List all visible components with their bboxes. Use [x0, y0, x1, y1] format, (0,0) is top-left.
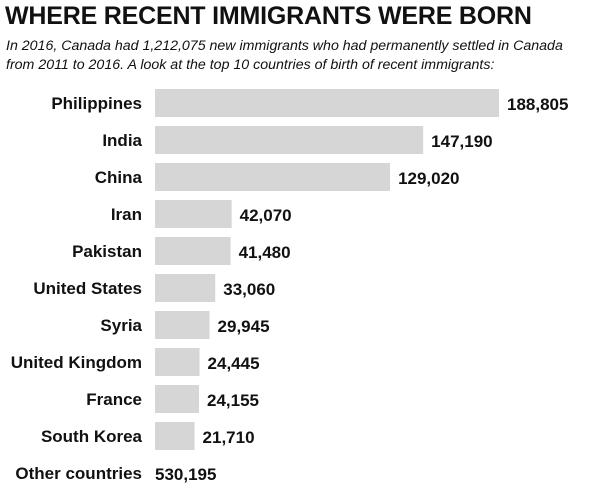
other-countries-value: 530,195 [155, 465, 216, 484]
category-label-philippines: Philippines [51, 94, 142, 113]
value-label-china: 129,020 [398, 169, 459, 188]
value-label-syria: 29,945 [218, 317, 270, 336]
category-label-china: China [95, 168, 143, 187]
other-countries-row: Other countries 530,195 [15, 464, 216, 484]
value-label-united-kingdom: 24,445 [208, 354, 260, 373]
category-label-syria: Syria [100, 316, 142, 335]
bar-iran [155, 200, 232, 228]
value-label-south-korea: 21,710 [203, 428, 255, 447]
value-label-france: 24,155 [207, 391, 259, 410]
value-label-united-states: 33,060 [223, 280, 275, 299]
bar-india [155, 126, 424, 154]
category-label-united-kingdom: United Kingdom [11, 353, 142, 372]
category-label-iran: Iran [111, 205, 142, 224]
category-label-india: India [102, 131, 142, 150]
bar-france [155, 385, 200, 413]
bar-united-states [155, 274, 216, 302]
bar-philippines [155, 89, 499, 117]
chart-subtitle: In 2016, Canada had 1,212,075 new immigr… [6, 38, 563, 73]
bar-south-korea [155, 422, 195, 450]
category-label-pakistan: Pakistan [72, 242, 142, 261]
bar-china [155, 163, 391, 191]
category-label-united-states: United States [33, 279, 142, 298]
bar-syria [155, 311, 210, 339]
bars-group: Philippines 188,805 India 147,190 China 129,0… [11, 89, 568, 450]
category-label-south-korea: South Korea [41, 427, 143, 446]
chart-title: WHERE RECENT IMMIGRANTS WERE BORN [5, 2, 532, 30]
bar-united-kingdom [155, 348, 200, 376]
bar-pakistan [155, 237, 231, 265]
other-countries-label: Other countries [15, 464, 142, 483]
value-label-india: 147,190 [431, 132, 492, 151]
value-label-pakistan: 41,480 [239, 243, 291, 262]
value-label-philippines: 188,805 [507, 95, 568, 114]
value-label-iran: 42,070 [240, 206, 292, 225]
category-label-france: France [86, 390, 142, 409]
